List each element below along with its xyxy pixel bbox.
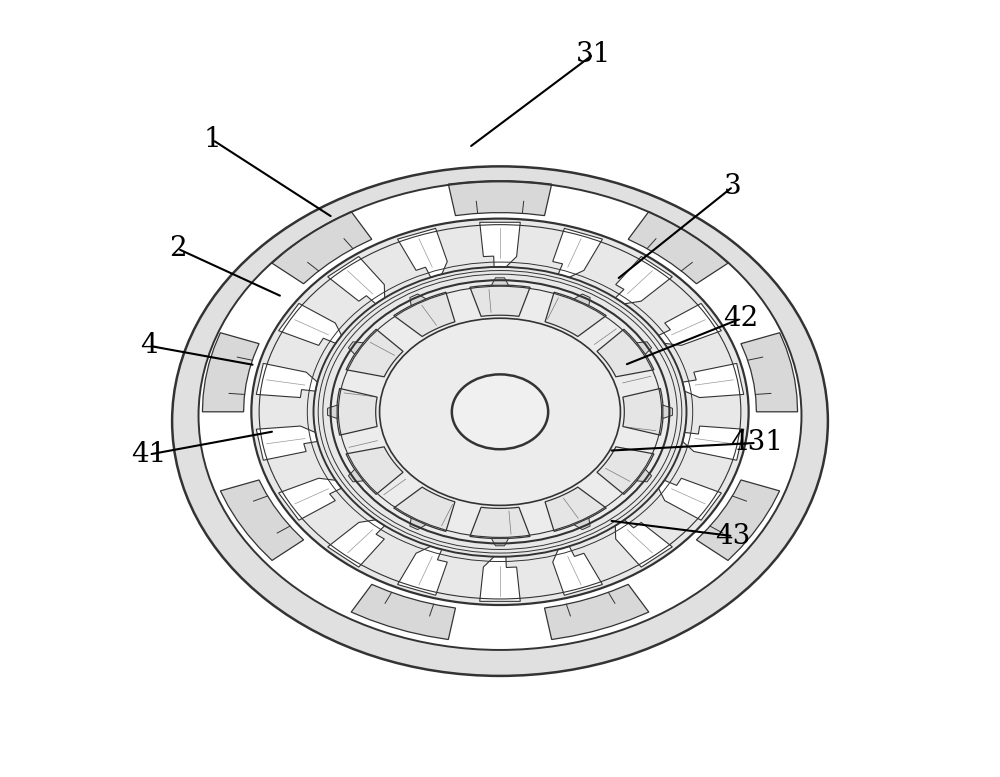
Polygon shape xyxy=(394,487,455,531)
Polygon shape xyxy=(545,584,649,639)
Polygon shape xyxy=(663,405,672,419)
Polygon shape xyxy=(597,329,654,377)
Polygon shape xyxy=(348,342,363,354)
Polygon shape xyxy=(256,364,317,398)
Polygon shape xyxy=(574,294,590,305)
Polygon shape xyxy=(348,469,363,482)
Polygon shape xyxy=(615,520,672,567)
Polygon shape xyxy=(491,278,509,285)
Polygon shape xyxy=(628,211,728,284)
Polygon shape xyxy=(351,584,455,639)
Polygon shape xyxy=(480,222,520,267)
Polygon shape xyxy=(696,480,780,560)
Polygon shape xyxy=(394,292,455,336)
Text: 41: 41 xyxy=(131,441,166,468)
Polygon shape xyxy=(272,211,372,284)
Polygon shape xyxy=(623,388,663,435)
Polygon shape xyxy=(574,518,590,530)
Text: 2: 2 xyxy=(169,235,186,262)
Polygon shape xyxy=(545,292,606,336)
Polygon shape xyxy=(256,426,317,460)
Text: 4: 4 xyxy=(140,333,158,359)
Ellipse shape xyxy=(199,182,801,650)
Polygon shape xyxy=(328,256,385,304)
Polygon shape xyxy=(398,546,447,595)
Polygon shape xyxy=(279,303,342,345)
Polygon shape xyxy=(683,426,744,460)
Polygon shape xyxy=(683,364,744,398)
Polygon shape xyxy=(545,487,606,531)
Polygon shape xyxy=(410,518,426,530)
Polygon shape xyxy=(658,479,721,521)
Text: 31: 31 xyxy=(576,41,611,68)
Polygon shape xyxy=(410,294,426,305)
Polygon shape xyxy=(448,181,552,215)
Polygon shape xyxy=(328,520,385,567)
Polygon shape xyxy=(658,303,721,345)
Polygon shape xyxy=(553,228,602,277)
Text: 42: 42 xyxy=(723,305,758,332)
Polygon shape xyxy=(615,256,672,304)
Ellipse shape xyxy=(331,280,669,543)
Polygon shape xyxy=(491,538,509,545)
Polygon shape xyxy=(480,556,520,601)
Polygon shape xyxy=(279,479,342,521)
Ellipse shape xyxy=(172,166,828,676)
Ellipse shape xyxy=(251,218,749,605)
Polygon shape xyxy=(398,228,447,277)
Polygon shape xyxy=(553,546,602,595)
Polygon shape xyxy=(597,447,654,494)
Polygon shape xyxy=(741,333,798,412)
Polygon shape xyxy=(346,447,403,494)
Ellipse shape xyxy=(452,375,548,449)
Polygon shape xyxy=(637,469,652,482)
Text: 3: 3 xyxy=(724,173,742,200)
Polygon shape xyxy=(470,507,530,538)
Polygon shape xyxy=(202,333,259,412)
Polygon shape xyxy=(220,480,304,560)
Text: 431: 431 xyxy=(730,430,783,456)
Polygon shape xyxy=(637,342,652,354)
Text: 1: 1 xyxy=(204,127,221,153)
Polygon shape xyxy=(346,329,403,377)
Polygon shape xyxy=(328,405,337,419)
Polygon shape xyxy=(337,388,377,435)
Polygon shape xyxy=(470,285,530,316)
Text: 43: 43 xyxy=(715,523,751,549)
